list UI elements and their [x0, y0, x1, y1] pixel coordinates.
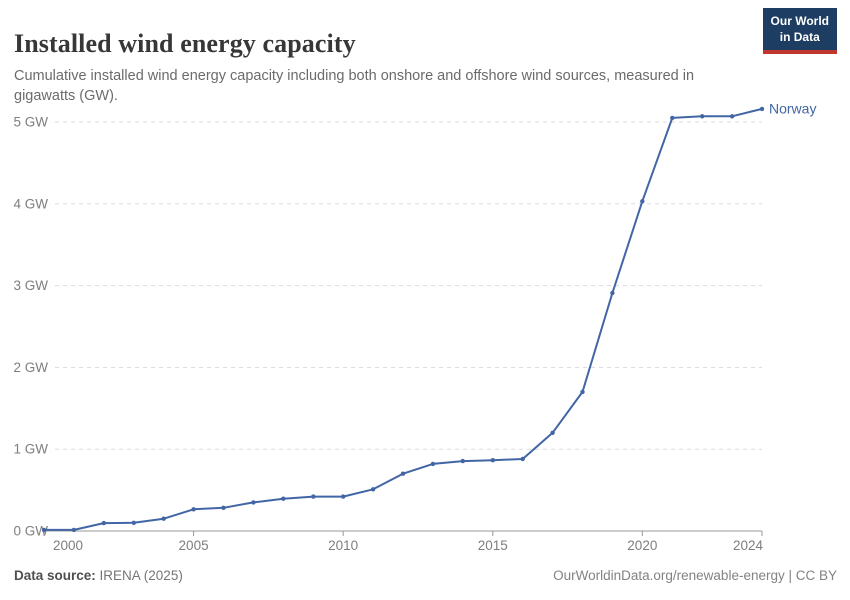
data-point — [460, 458, 465, 464]
x-tick-label: 2020 — [627, 538, 657, 553]
x-tick-label: 2015 — [478, 538, 508, 553]
data-point — [101, 520, 107, 526]
data-line — [43, 107, 763, 531]
data-point — [161, 516, 166, 521]
data-source-value: IRENA (2025) — [95, 568, 183, 583]
data-point — [341, 494, 346, 499]
data-point — [550, 430, 555, 435]
data-point — [520, 456, 525, 462]
x-tick-label: 2010 — [328, 538, 358, 553]
data-point — [490, 458, 495, 463]
data-point — [670, 115, 675, 121]
y-tick-label: 4 GW — [13, 196, 48, 211]
line-chart-canvas[interactable]: 0 GW 1 GW 2 GW 3 GW 4 GW 5 GW 2000 2005 2010 2015… — [0, 95, 850, 570]
data-point — [759, 106, 765, 112]
data-source-label: Data source: — [14, 568, 96, 583]
data-point — [580, 389, 585, 395]
data-point — [251, 500, 256, 505]
data-point — [281, 496, 286, 501]
attribution-link[interactable]: OurWorldinData.org/renewable-energy | CC… — [553, 568, 837, 583]
data-point — [430, 461, 436, 467]
chart-title: Installed wind energy capacity — [14, 29, 356, 59]
y-tick-label: 2 GW — [13, 360, 48, 375]
data-point — [191, 507, 196, 512]
series-end-label[interactable]: Norway — [769, 100, 816, 116]
data-point — [640, 199, 645, 204]
data-point — [610, 290, 615, 296]
data-point — [311, 494, 316, 499]
owid-logo[interactable]: Our World in Data — [762, 8, 837, 55]
data-point — [700, 114, 705, 119]
data-point — [41, 527, 47, 533]
data-point — [221, 505, 226, 510]
y-tick-label: 1 GW — [13, 442, 48, 457]
y-tick-label: 5 GW — [13, 115, 48, 130]
x-tick-label: 2005 — [179, 538, 209, 553]
data-point — [370, 487, 376, 492]
x-tick-label: 2000 — [53, 538, 83, 553]
chart-subtitle: Cumulative installed wind energy capacit… — [14, 67, 695, 104]
y-tick-label: 0 GW — [13, 524, 48, 539]
data-point — [131, 520, 136, 525]
owid-logo-line1: Our World — [770, 14, 829, 28]
data-point — [729, 114, 735, 119]
data-point — [400, 471, 406, 476]
owid-logo-line2: in Data — [779, 29, 820, 44]
data-point — [71, 527, 77, 533]
y-tick-label: 3 GW — [13, 278, 48, 293]
x-tick-label: 2024 — [733, 538, 764, 553]
data-source: Data source: IRENA (2025) — [14, 568, 183, 583]
